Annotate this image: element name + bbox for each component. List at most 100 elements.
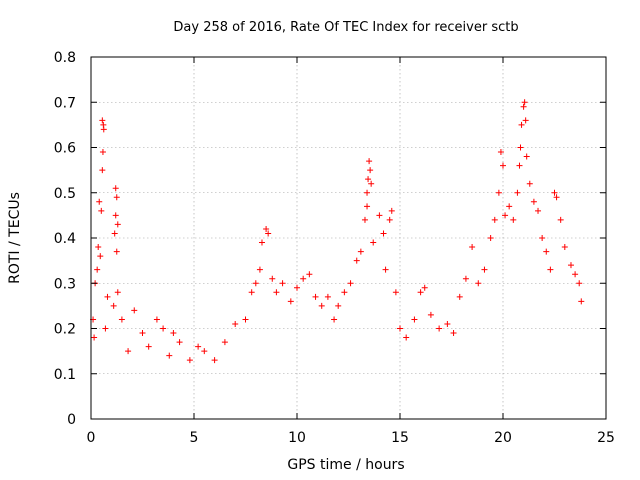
data-point bbox=[125, 348, 132, 355]
y-tick-label: 0.3 bbox=[54, 276, 76, 292]
data-point bbox=[487, 235, 494, 241]
data-point bbox=[131, 307, 138, 314]
data-point bbox=[506, 203, 513, 210]
data-point bbox=[139, 330, 146, 337]
data-point bbox=[211, 357, 218, 364]
data-point bbox=[578, 298, 585, 305]
data-point bbox=[110, 302, 117, 309]
data-point bbox=[436, 325, 443, 332]
data-point bbox=[491, 216, 498, 223]
data-point bbox=[523, 153, 530, 160]
x-tick-label: 10 bbox=[288, 430, 306, 446]
y-tick-label: 0 bbox=[67, 412, 76, 428]
data-point bbox=[397, 325, 403, 332]
data-point bbox=[318, 302, 325, 309]
data-point bbox=[366, 158, 373, 165]
data-point bbox=[265, 230, 272, 237]
data-point bbox=[516, 162, 523, 169]
y-tick-label: 0.7 bbox=[54, 95, 76, 111]
data-point bbox=[306, 271, 313, 278]
data-point bbox=[111, 230, 118, 237]
data-point bbox=[170, 330, 177, 337]
data-point bbox=[376, 212, 383, 219]
data-point bbox=[386, 216, 393, 223]
data-point bbox=[481, 266, 488, 273]
data-point bbox=[353, 257, 360, 264]
x-tick-label: 0 bbox=[87, 430, 96, 446]
data-point bbox=[388, 207, 395, 214]
data-point bbox=[91, 334, 98, 341]
data-point bbox=[539, 235, 546, 241]
data-point bbox=[417, 289, 424, 296]
data-point bbox=[347, 280, 354, 287]
data-point bbox=[95, 244, 102, 251]
y-tick-label: 0.2 bbox=[54, 322, 76, 338]
data-point bbox=[520, 103, 527, 110]
data-point bbox=[444, 320, 451, 327]
data-point bbox=[365, 176, 372, 183]
data-point bbox=[500, 162, 506, 169]
data-point bbox=[561, 244, 568, 251]
data-point bbox=[518, 121, 525, 128]
data-point bbox=[510, 216, 517, 223]
data-point bbox=[186, 357, 193, 364]
data-point bbox=[368, 180, 375, 187]
data-point bbox=[543, 248, 550, 255]
data-point bbox=[195, 343, 202, 350]
data-point bbox=[112, 212, 119, 219]
data-point bbox=[300, 275, 307, 282]
data-point bbox=[497, 149, 504, 156]
data-point bbox=[99, 117, 106, 124]
data-point bbox=[98, 207, 105, 214]
data-point bbox=[201, 348, 208, 355]
data-point bbox=[114, 289, 121, 296]
data-point bbox=[341, 289, 348, 296]
data-point bbox=[392, 289, 399, 296]
y-tick-label: 0.4 bbox=[54, 231, 76, 247]
data-point bbox=[279, 280, 286, 287]
data-point bbox=[113, 248, 120, 255]
data-point bbox=[294, 284, 300, 291]
y-tick-label: 0.6 bbox=[54, 141, 76, 157]
data-point bbox=[364, 203, 371, 210]
data-point bbox=[547, 266, 554, 273]
data-point bbox=[526, 180, 533, 187]
data-point bbox=[335, 302, 342, 309]
y-tick-label: 0.1 bbox=[54, 367, 76, 383]
data-point bbox=[469, 244, 476, 251]
data-point bbox=[495, 189, 502, 196]
data-point bbox=[361, 216, 368, 223]
data-point bbox=[112, 185, 119, 192]
data-point bbox=[256, 266, 263, 273]
data-point bbox=[99, 167, 106, 174]
data-point bbox=[153, 316, 160, 323]
data-point bbox=[100, 126, 107, 133]
data-point bbox=[456, 293, 463, 300]
data-point bbox=[567, 262, 574, 269]
data-point bbox=[258, 239, 265, 246]
data-point bbox=[287, 298, 294, 305]
data-point bbox=[96, 198, 103, 205]
data-point bbox=[551, 189, 558, 196]
data-point bbox=[502, 212, 509, 219]
data-point bbox=[232, 320, 239, 327]
data-point bbox=[427, 311, 434, 318]
data-point bbox=[357, 248, 364, 255]
x-tick-label: 5 bbox=[190, 430, 199, 446]
data-point bbox=[576, 280, 583, 287]
data-point bbox=[535, 207, 542, 214]
data-point bbox=[242, 316, 249, 323]
data-point bbox=[462, 275, 469, 282]
data-point bbox=[221, 339, 228, 346]
data-point bbox=[411, 316, 418, 323]
grid-lines bbox=[91, 57, 606, 419]
data-point bbox=[380, 230, 387, 237]
data-point bbox=[99, 149, 106, 156]
data-point bbox=[113, 194, 120, 201]
data-point bbox=[269, 275, 276, 282]
chart-title: Day 258 of 2016, Rate Of TEC Index for r… bbox=[173, 20, 518, 35]
data-point bbox=[521, 99, 528, 106]
data-point bbox=[145, 343, 152, 350]
